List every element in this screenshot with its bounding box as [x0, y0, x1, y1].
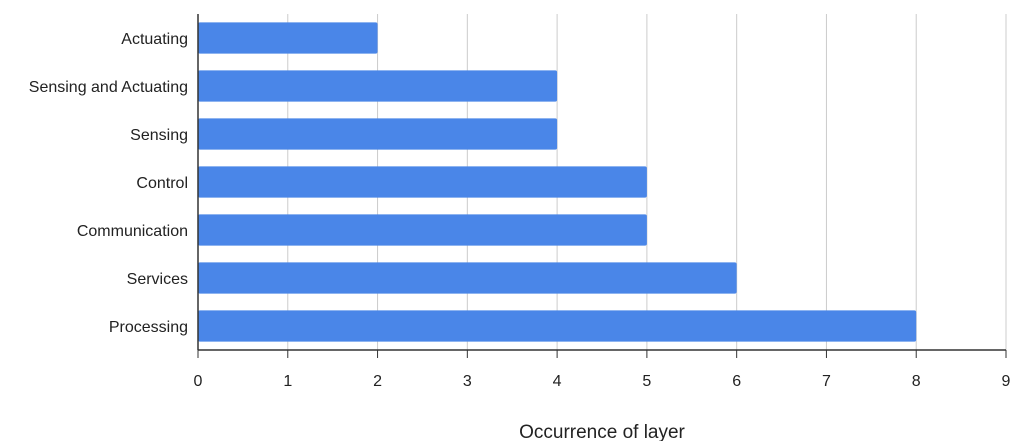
axes: [197, 14, 1007, 358]
category-label: Services: [127, 271, 188, 288]
category-label: Communication: [77, 223, 188, 240]
bar: [198, 310, 917, 342]
x-tick-label: 6: [732, 373, 741, 390]
category-label: Sensing: [130, 127, 188, 144]
bar: [198, 22, 378, 54]
x-tick-label: 3: [463, 373, 472, 390]
bar: [198, 118, 558, 150]
bar: [198, 70, 558, 102]
category-label: Actuating: [121, 31, 188, 48]
bars: [198, 22, 917, 342]
bar: [198, 262, 737, 294]
bar: [198, 166, 647, 198]
x-tick-label: 5: [642, 373, 651, 390]
x-tick-label: 2: [373, 373, 382, 390]
x-tick-label: 1: [283, 373, 292, 390]
x-tick-label: 4: [553, 373, 562, 390]
x-axis-title: Occurrence of layer: [519, 422, 685, 441]
category-label: Control: [136, 175, 188, 192]
x-tick-label: 7: [822, 373, 831, 390]
category-label: Processing: [109, 319, 188, 336]
x-tick-label: 8: [912, 373, 921, 390]
category-labels: Actuating Sensing and Actuating Sensing Con…: [29, 31, 188, 336]
x-tick-label: 0: [194, 373, 203, 390]
category-label: Sensing and Actuating: [29, 79, 188, 96]
x-tick-labels: 0 1 2 3 4 5 6 7 8 9: [194, 373, 1011, 390]
x-tick-label: 9: [1002, 373, 1011, 390]
bar: [198, 214, 647, 246]
